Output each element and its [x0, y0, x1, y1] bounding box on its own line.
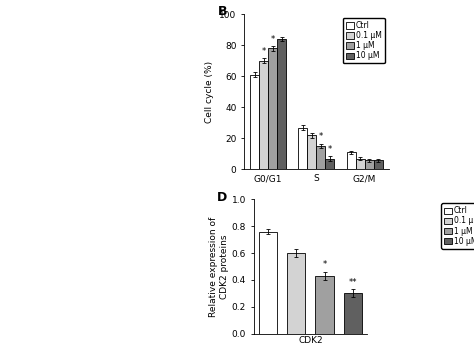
Text: *: *: [319, 132, 323, 142]
Bar: [250, 75, 259, 169]
Bar: [259, 232, 277, 334]
Bar: [259, 61, 268, 169]
Text: **: **: [349, 278, 357, 287]
X-axis label: CDK2: CDK2: [298, 336, 323, 345]
Bar: [307, 135, 317, 169]
Legend: Ctrl, 0.1 μM, 1 μM, 10 μM: Ctrl, 0.1 μM, 1 μM, 10 μM: [343, 18, 385, 64]
Text: *: *: [271, 35, 275, 44]
Bar: [277, 39, 286, 169]
Bar: [374, 160, 383, 169]
Text: D: D: [217, 191, 228, 204]
Bar: [346, 152, 356, 169]
Bar: [365, 160, 374, 169]
Bar: [344, 293, 362, 334]
Bar: [317, 146, 326, 169]
Y-axis label: Cell cycle (%): Cell cycle (%): [205, 61, 214, 123]
Text: B: B: [218, 5, 228, 18]
Bar: [298, 127, 307, 169]
Text: *: *: [323, 260, 327, 269]
Bar: [287, 253, 305, 334]
Text: *: *: [328, 145, 332, 154]
Text: *: *: [262, 47, 266, 56]
Legend: Ctrl, 0.1 μM, 1 μM, 10 μM: Ctrl, 0.1 μM, 1 μM, 10 μM: [441, 203, 474, 249]
Bar: [356, 158, 365, 169]
Bar: [316, 276, 334, 334]
Bar: [326, 158, 335, 169]
Y-axis label: Relative expression of
CDK2 proteins: Relative expression of CDK2 proteins: [210, 216, 229, 317]
Bar: [268, 48, 277, 169]
